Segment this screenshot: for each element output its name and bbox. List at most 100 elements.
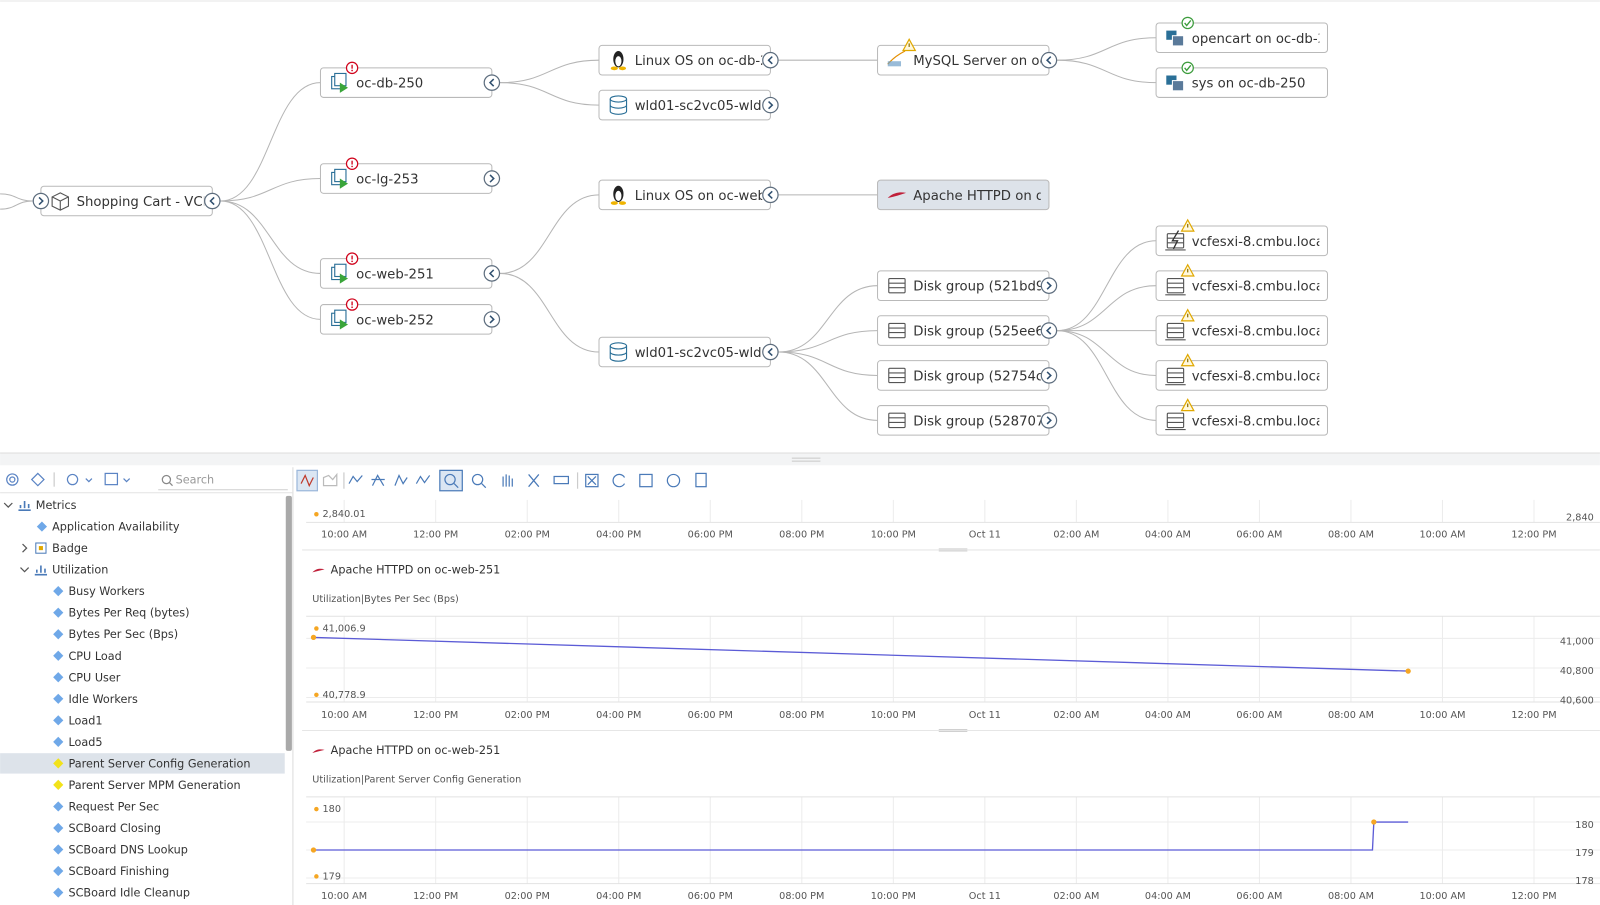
node[interactable]: vcfesxi-8.cmbu.local_ (1155, 353, 1335, 391)
toggle-button[interactable] (483, 74, 501, 91)
node[interactable]: opencart on oc-db-25 (1155, 16, 1334, 54)
toggle-button[interactable] (483, 311, 501, 328)
node[interactable]: wld01-sc2vc05-wld0 (598, 336, 779, 368)
tree-row[interactable]: Load5 (53, 736, 103, 749)
tree-expander[interactable] (20, 567, 30, 573)
node[interactable]: Linux OS on oc-db-2 (598, 44, 779, 76)
tree-row[interactable]: Request Per Sec (53, 800, 159, 813)
toggle-button[interactable] (483, 265, 501, 282)
toolbar-icon[interactable] (30, 472, 45, 487)
tree-label[interactable]: Bytes Per Sec (Bps) (68, 628, 178, 641)
tree-row[interactable]: Utilization (20, 564, 108, 577)
toggle-button[interactable] (762, 96, 779, 114)
toolbar-icon[interactable] (371, 474, 385, 486)
toggle-button[interactable] (483, 170, 501, 187)
tree-label[interactable]: SCBoard Closing (68, 822, 161, 835)
node-box[interactable] (877, 179, 1050, 211)
tree-row[interactable]: Busy Workers (53, 585, 145, 598)
tree-label[interactable]: Load1 (68, 714, 102, 727)
search-input[interactable]: Search (176, 474, 215, 487)
node-box[interactable] (1155, 225, 1329, 257)
node-box[interactable] (1155, 360, 1329, 391)
tree-row[interactable]: Badge (22, 542, 88, 555)
tree-row[interactable]: SCBoard Finishing (53, 865, 169, 878)
tree-label[interactable]: Bytes Per Req (bytes) (68, 607, 189, 620)
toolbar-icon[interactable] (66, 473, 79, 486)
node[interactable]: Shopping Cart - VCF (32, 185, 221, 217)
scrollbar[interactable] (285, 495, 292, 751)
toggle-button[interactable] (1040, 322, 1058, 339)
node[interactable]: oc-web-252 (319, 298, 501, 335)
tree-label[interactable]: SCBoard Finishing (68, 865, 169, 878)
node[interactable]: oc-web-251 (319, 252, 501, 289)
toggle-button[interactable] (1040, 367, 1058, 384)
toolbar-icon[interactable] (104, 472, 119, 486)
toggle-button[interactable] (762, 343, 779, 361)
tree-row[interactable]: Bytes Per Req (bytes) (53, 607, 189, 620)
tree-expander[interactable] (3, 502, 13, 508)
toolbar-icon[interactable] (415, 475, 431, 484)
tree-row[interactable]: Idle Workers (53, 693, 138, 706)
node[interactable]: Apache HTTPD on oc (877, 179, 1052, 211)
tree-row[interactable]: Application Availability (36, 521, 180, 534)
tree-label[interactable]: SCBoard DNS Lookup (68, 844, 187, 857)
toolbar-icon[interactable] (553, 475, 570, 485)
node[interactable]: Disk group (528707a (877, 405, 1058, 436)
toggle-button[interactable] (32, 192, 50, 210)
tree-label[interactable]: Idle Workers (68, 693, 138, 706)
node-box[interactable] (1155, 22, 1329, 54)
toolbar-icon[interactable] (639, 473, 653, 488)
node-box[interactable] (1155, 67, 1329, 98)
tree-label[interactable]: CPU Load (68, 650, 121, 663)
node-box[interactable] (1155, 315, 1329, 346)
node[interactable]: oc-lg-253 (319, 157, 501, 194)
node[interactable]: Disk group (521bd91e (877, 270, 1061, 301)
toggle-button[interactable] (1040, 412, 1058, 429)
toolbar-icon[interactable] (695, 472, 707, 488)
node-box[interactable] (1155, 270, 1329, 301)
tree-label[interactable]: Application Availability (52, 521, 180, 534)
tree-label[interactable]: CPU User (68, 671, 120, 684)
toggle-button[interactable] (204, 192, 221, 210)
toolbar-button[interactable] (439, 469, 463, 492)
node[interactable]: Disk group (525ee64 (877, 315, 1058, 346)
toggle-button[interactable] (762, 51, 779, 69)
tree-row[interactable]: SCBoard Idle Cleanup (53, 887, 190, 900)
toolbar-icon[interactable] (322, 472, 338, 487)
node[interactable]: Disk group (52754cb (877, 360, 1058, 391)
node[interactable]: vcfesxi-8.cmbu.local_ (1155, 308, 1335, 346)
tree-label[interactable]: Busy Workers (68, 585, 144, 598)
toggle-button[interactable] (1040, 277, 1058, 294)
tree-expander[interactable] (22, 543, 28, 553)
tree-row[interactable]: Bytes Per Sec (Bps) (53, 628, 178, 641)
node[interactable]: oc-db-250 (319, 61, 501, 98)
node-box[interactable] (1155, 405, 1329, 436)
tree-label[interactable]: SCBoard Idle Cleanup (68, 887, 190, 900)
toolbar-icon[interactable] (502, 474, 513, 487)
toolbar-icon[interactable] (6, 473, 19, 486)
tree-label[interactable]: Metrics (36, 499, 77, 512)
tree-label[interactable]: Load5 (68, 736, 102, 749)
node[interactable]: sys on oc-db-250 (1155, 61, 1329, 98)
toggle-button[interactable] (762, 186, 779, 204)
node[interactable]: vcfesxi-8.cmbu.local_ (1155, 218, 1335, 257)
toolbar-icon[interactable] (666, 473, 681, 488)
tree-row[interactable]: CPU Load (53, 650, 122, 663)
tree-row[interactable]: Metrics (3, 499, 77, 512)
toolbar-icon[interactable] (348, 475, 363, 484)
node[interactable]: vcfesxi-8.cmbu.local_ (1155, 263, 1335, 301)
tree-label[interactable]: Badge (52, 542, 88, 555)
tree-row[interactable]: SCBoard Closing (53, 822, 161, 835)
tree-row[interactable]: Load1 (53, 714, 103, 727)
node[interactable]: wld01-sc2vc05-wld0 (598, 89, 779, 121)
tree-label[interactable]: Request Per Sec (68, 800, 159, 813)
toolbar-icon[interactable] (471, 473, 484, 486)
node[interactable]: MySQL Server on oc (877, 38, 1058, 76)
toolbar-icon[interactable] (394, 473, 408, 486)
node[interactable]: Linux OS on oc-web- (598, 179, 779, 211)
tree-row[interactable]: SCBoard DNS Lookup (53, 844, 188, 857)
toggle-button[interactable] (1040, 51, 1058, 69)
tree-row[interactable]: Parent Server MPM Generation (53, 779, 241, 792)
node[interactable]: vcfesxi-8.cmbu.local_ (1155, 398, 1335, 436)
toolbar-icon[interactable] (585, 473, 599, 488)
